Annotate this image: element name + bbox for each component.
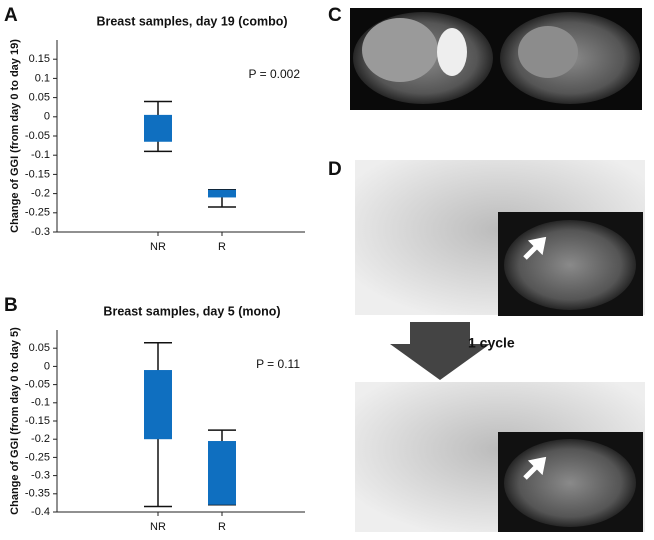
y-tick-label: 0: [44, 111, 50, 123]
y-tick-label: -0.2: [31, 188, 50, 200]
y-tick-label: -0.25: [25, 451, 50, 463]
x-tick-label: R: [218, 521, 226, 533]
y-tick-label: 0.1: [35, 72, 50, 84]
y-tick-label: -0.15: [25, 168, 50, 180]
panel-label: C: [328, 5, 342, 26]
x-tick-label: R: [218, 241, 226, 253]
y-tick-label: -0.15: [25, 415, 50, 427]
panel-label: B: [4, 295, 18, 316]
ct-lesion: [518, 26, 578, 78]
annotation: P = 0.11: [256, 357, 300, 371]
annotation: P = 0.002: [249, 67, 301, 81]
y-tick-label: -0.1: [31, 397, 50, 409]
chart-title: Breast samples, day 5 (mono): [103, 304, 280, 318]
ct-slice: [504, 439, 636, 527]
y-tick-label: 0: [44, 360, 50, 372]
y-tick-label: -0.25: [25, 207, 50, 219]
ct-organ: [437, 28, 467, 76]
y-tick-label: 0.05: [29, 342, 50, 354]
y-tick-label: -0.05: [25, 379, 50, 391]
box: [144, 370, 172, 440]
arrow-label: 1 cycle: [468, 335, 515, 351]
x-tick-label: NR: [150, 241, 166, 253]
y-tick-label: -0.4: [31, 506, 50, 518]
panel-label: A: [4, 5, 18, 26]
y-tick-label: 0.15: [29, 53, 50, 65]
box: [208, 441, 236, 505]
ct-lesion: [362, 18, 438, 82]
ct-arrow: [523, 236, 547, 260]
y-tick-label: -0.3: [31, 470, 50, 482]
y-tick-label: 0.05: [29, 92, 50, 104]
y-tick-label: -0.35: [25, 488, 50, 500]
y-tick-label: -0.1: [31, 149, 50, 161]
y-axis-label: Change of GGI (from day 0 to day 5): [9, 327, 21, 515]
panel-label: D: [328, 159, 342, 180]
box: [208, 189, 236, 198]
y-tick-label: -0.2: [31, 433, 50, 445]
y-tick-label: -0.05: [25, 130, 50, 142]
y-tick-label: -0.3: [31, 226, 50, 238]
ct-arrow: [523, 456, 547, 480]
box: [144, 114, 172, 142]
cycle-arrow: [390, 322, 490, 380]
ct-slice: [504, 220, 636, 310]
chart-title: Breast samples, day 19 (combo): [96, 14, 287, 28]
x-tick-label: NR: [150, 521, 166, 533]
y-axis-label: Change of GGI (from day 0 to day 19): [9, 39, 21, 233]
